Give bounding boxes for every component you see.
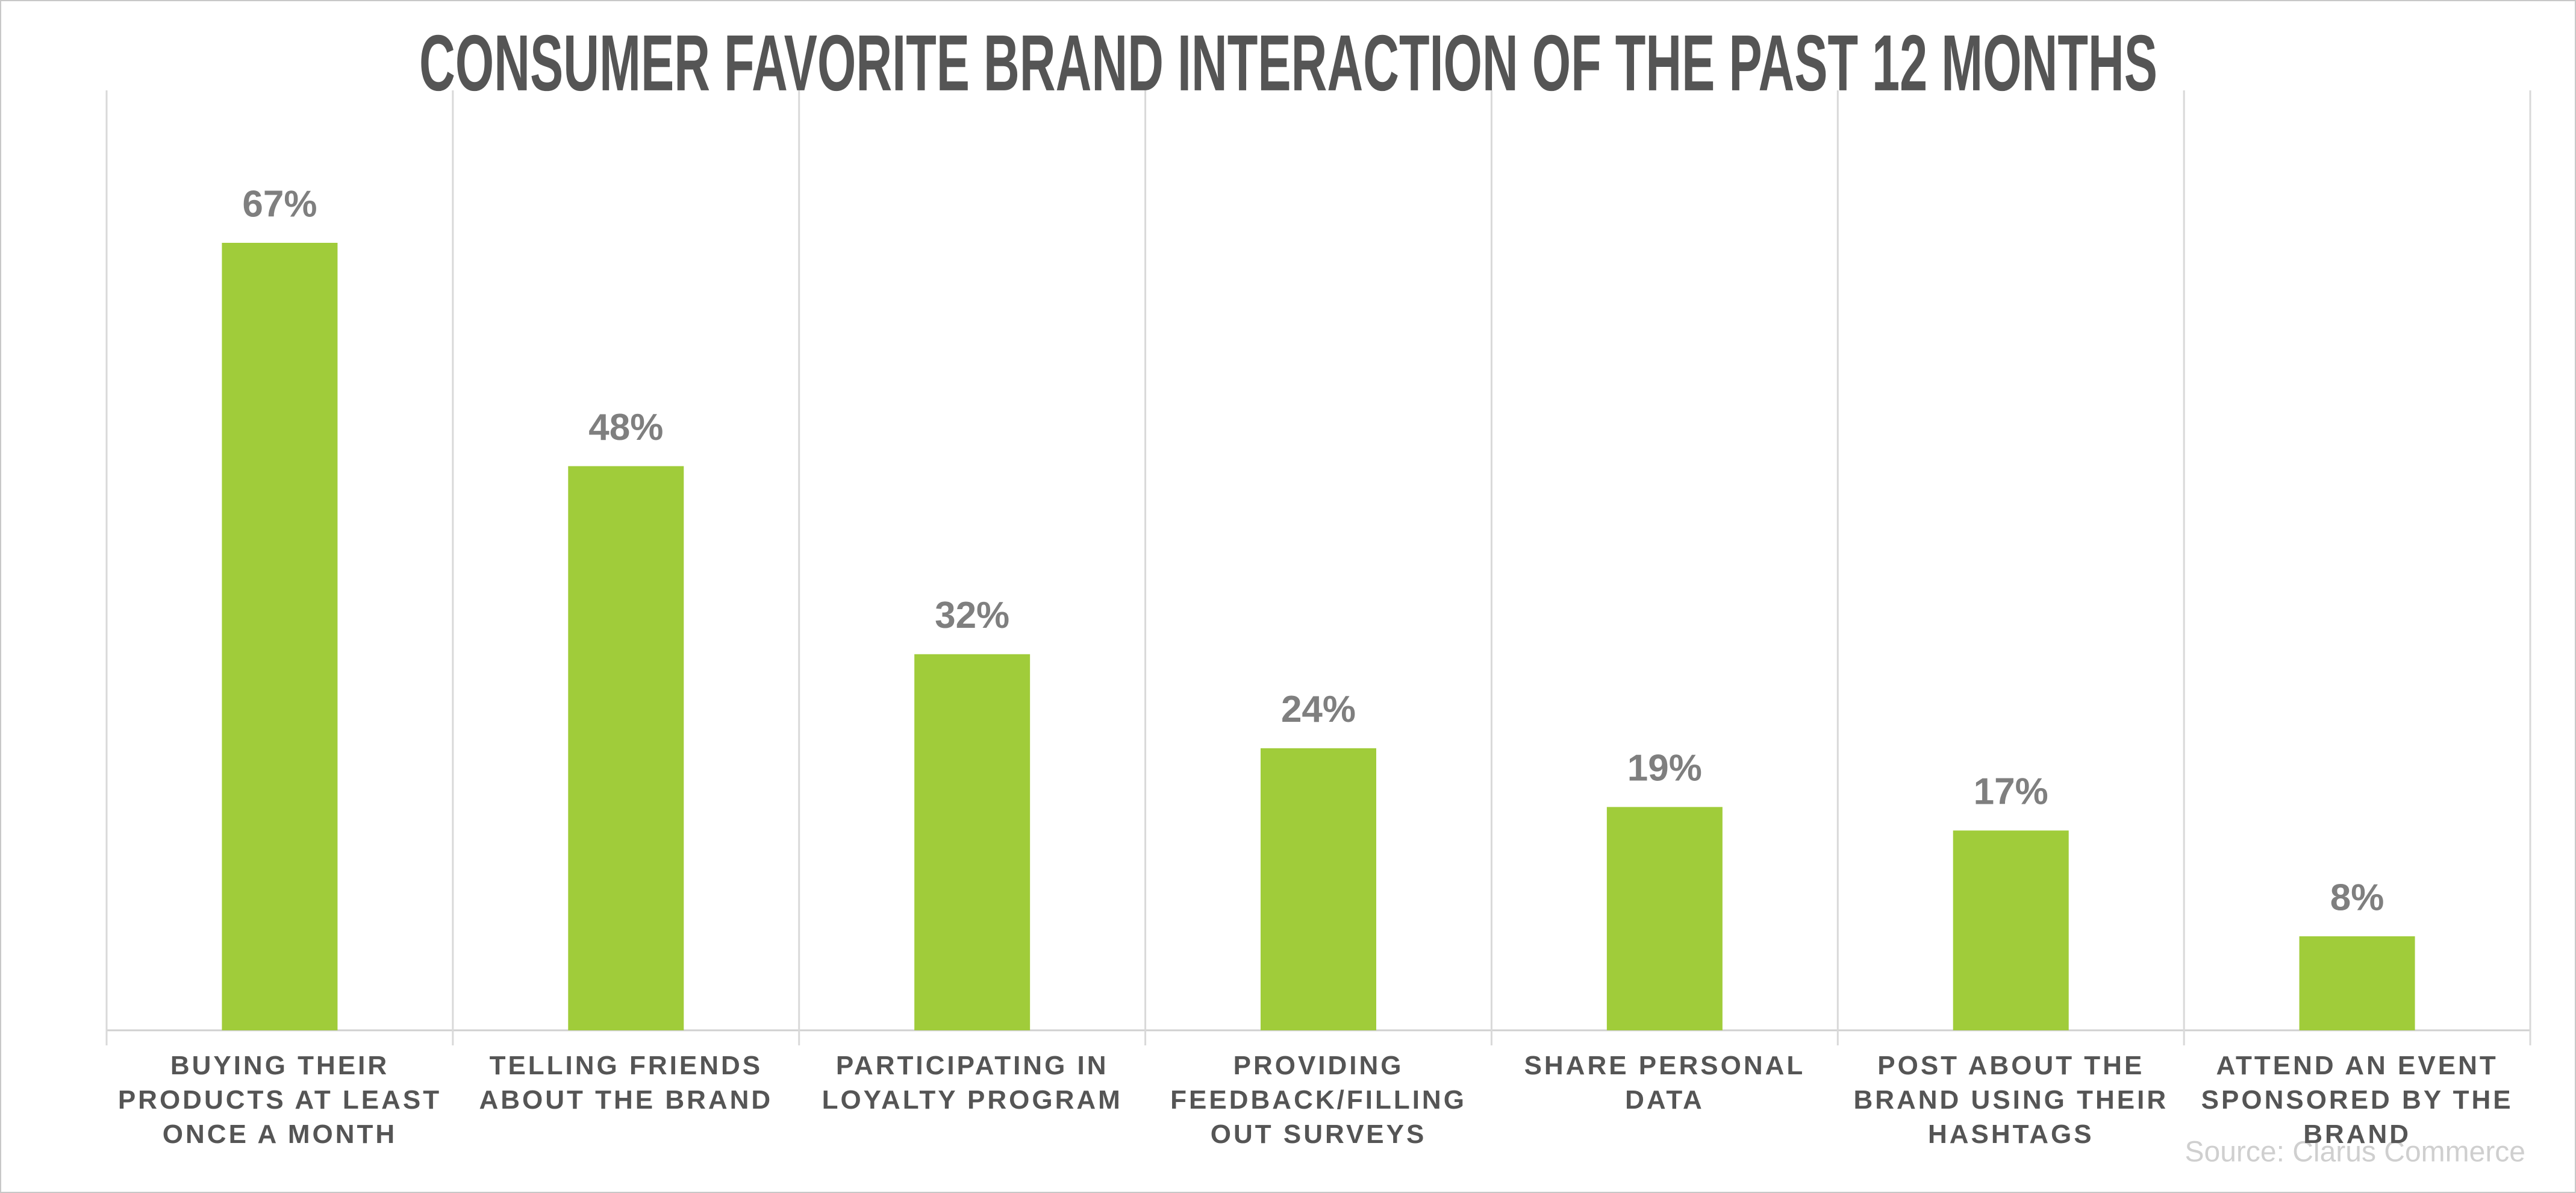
x-tick-label: PROVIDING FEEDBACK/FILLING OUT SURVEYS	[1170, 1051, 1467, 1149]
source: Source: Clarus Commerce	[2185, 1136, 2526, 1168]
value-label: 24%	[1281, 689, 1356, 730]
value-label: 8%	[2330, 877, 2384, 918]
x-tick-label: ATTEND AN EVENT SPONSORED BY THE BRAND	[2201, 1051, 2513, 1149]
x-tick-label: SHARE PERSONAL DATA	[1524, 1051, 1806, 1115]
bar	[568, 466, 684, 1030]
x-tick-label: PARTICIPATING IN LOYALTY PROGRAM	[822, 1051, 1123, 1115]
chart-title: CONSUMER FAVORITE BRAND INTERACTION OF T…	[419, 19, 2157, 107]
bar	[1261, 748, 1376, 1030]
x-tick-label: TELLING FRIENDS ABOUT THE BRAND	[479, 1051, 773, 1115]
bar	[1953, 830, 2069, 1030]
bar	[222, 243, 338, 1030]
bar	[2299, 936, 2415, 1030]
value-label: 32%	[935, 595, 1009, 636]
value-label: 19%	[1627, 748, 1702, 789]
bar	[914, 654, 1031, 1030]
x-tick-label: BUYING THEIR PRODUCTS AT LEAST ONCE A MO…	[117, 1051, 442, 1149]
value-label: 67%	[242, 183, 317, 225]
x-tick-label: POST ABOUT THE BRAND USING THEIR HASHTAG…	[1853, 1051, 2169, 1149]
value-label: 17%	[1974, 771, 2048, 813]
value-label: 48%	[588, 407, 663, 448]
bar	[1606, 807, 1723, 1030]
